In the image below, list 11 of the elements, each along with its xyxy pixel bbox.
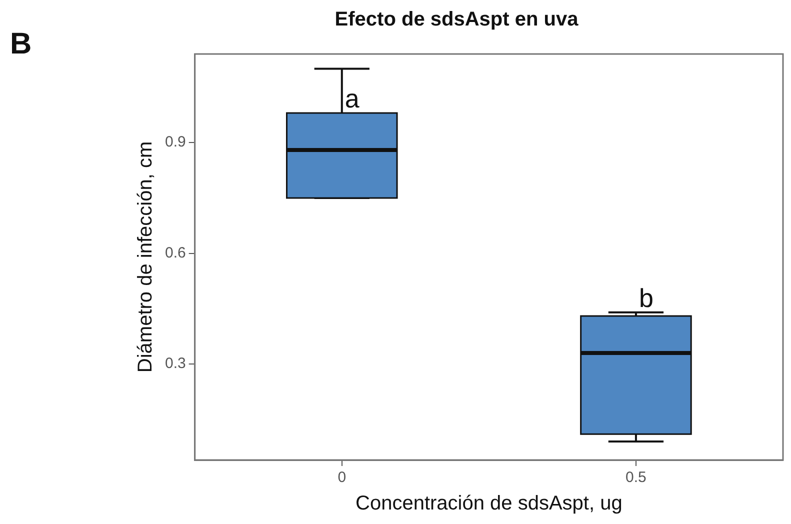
text: B	[10, 27, 32, 60]
y-axis-title: Diámetro de infección, cm	[134, 141, 157, 373]
y-tick-label: 0.6	[164, 244, 186, 262]
annotation: a	[344, 84, 360, 114]
x-axis-title: Concentración de sdsAspt, ug	[356, 492, 622, 515]
x-tick-label: 0.5	[626, 469, 646, 486]
y-tick-label: 0.3	[164, 355, 186, 372]
chart-title: Efecto de sdsAspt en uva	[334, 8, 580, 31]
annotation: b	[638, 282, 654, 313]
x-tick-label: 0	[338, 469, 346, 486]
y-tick-label: 0.9	[164, 134, 186, 151]
